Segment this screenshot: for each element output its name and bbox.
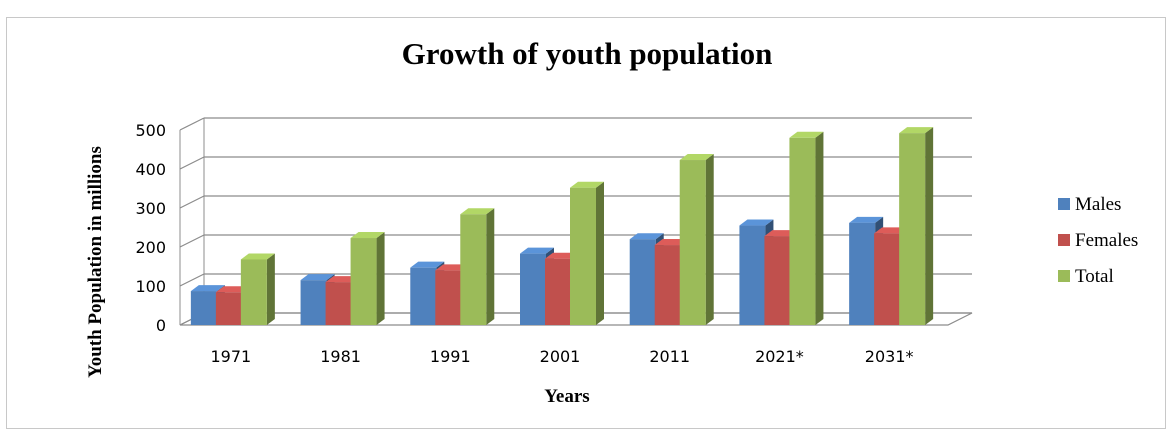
- bar-top: [789, 131, 824, 138]
- bar-front: [679, 160, 706, 325]
- bar-front: [899, 133, 926, 325]
- bar-side: [815, 131, 824, 325]
- bar-total-1991: [460, 208, 495, 325]
- legend-swatch: [1058, 198, 1070, 210]
- bar-front: [300, 280, 327, 325]
- bar-total-1981: [350, 232, 385, 325]
- y-tick-label: 300: [135, 199, 166, 218]
- bar-top: [570, 181, 604, 188]
- y-tick-label: 100: [135, 277, 166, 296]
- bar-side: [376, 232, 385, 325]
- bar-top: [520, 247, 554, 254]
- bar-front: [874, 233, 901, 325]
- bar-top: [460, 208, 495, 215]
- bar-front: [190, 291, 217, 325]
- bar-front: [435, 270, 462, 325]
- legend-item-males: Males: [1058, 194, 1121, 215]
- bar-front: [849, 222, 876, 325]
- y-axis-title: Youth Population in millions: [85, 146, 106, 378]
- y-axis-ticks: 0 100 200 300 400 500: [135, 121, 166, 335]
- bar-front: [520, 253, 546, 325]
- gridline-side: [179, 195, 205, 209]
- y-tick-label: 200: [135, 238, 166, 257]
- bar-top: [190, 285, 225, 292]
- x-tick-label: 2031*: [865, 347, 914, 366]
- bar-side: [705, 154, 714, 325]
- legend-swatch: [1058, 270, 1070, 282]
- bar-front: [764, 236, 791, 325]
- legend-item-total: Total: [1058, 266, 1114, 287]
- bar-total-2021p: [789, 131, 824, 325]
- bar-front: [570, 187, 596, 325]
- y-tick-label: 500: [135, 121, 166, 140]
- legend-label: Males: [1075, 194, 1121, 215]
- x-tick-label: 1971: [210, 347, 251, 366]
- bar-front: [215, 292, 242, 325]
- bar-front: [410, 267, 437, 325]
- x-axis-ticks: 1971 1981 1991 2001 2011 2021* 2031*: [210, 347, 913, 366]
- x-tick-label: 2001: [540, 347, 581, 366]
- bar-top: [899, 127, 934, 134]
- bar-front: [325, 282, 352, 325]
- bar-total-1971: [240, 253, 275, 325]
- bar-front: [545, 258, 571, 325]
- bar-top: [739, 219, 774, 226]
- y-tick-label: 400: [135, 160, 166, 179]
- bar-top: [240, 253, 275, 260]
- bar-side: [596, 181, 604, 325]
- bar-top: [629, 233, 664, 240]
- bar-side: [925, 127, 934, 326]
- bar-total-2011: [679, 154, 714, 325]
- bar-front: [240, 259, 267, 325]
- legend-label: Females: [1075, 230, 1138, 251]
- bar-total-2031p: [899, 127, 934, 326]
- legend-label: Total: [1075, 266, 1114, 287]
- bar-side: [486, 208, 495, 325]
- bar-front: [350, 238, 377, 325]
- x-tick-label: 2021*: [755, 347, 804, 366]
- bar-front: [739, 225, 766, 325]
- x-tick-label: 2011: [649, 347, 690, 366]
- bar-top: [350, 232, 385, 239]
- bar-front: [789, 137, 816, 325]
- bars: [190, 127, 934, 326]
- bar-top: [300, 274, 335, 281]
- gridline-side: [179, 234, 205, 248]
- gridline-side: [179, 273, 205, 287]
- y-tick-label: 0: [156, 316, 166, 335]
- chart-title: Growth of youth population: [401, 36, 773, 71]
- bar-total-2001: [570, 181, 604, 325]
- legend-item-females: Females: [1058, 230, 1138, 251]
- x-tick-label: 1981: [320, 347, 361, 366]
- legend-swatch: [1058, 234, 1070, 246]
- bar-front: [460, 214, 487, 325]
- x-axis-title: Years: [544, 386, 589, 407]
- bar-top: [679, 154, 714, 161]
- bar-front: [629, 239, 656, 325]
- bar-side: [266, 253, 275, 325]
- gridline-side: [179, 117, 205, 131]
- legend: Males Females Total: [1058, 194, 1138, 287]
- gridline-side: [179, 156, 205, 170]
- bar-top: [849, 216, 884, 223]
- bar-top: [410, 261, 445, 268]
- bar-front: [654, 245, 681, 325]
- x-tick-label: 1991: [430, 347, 471, 366]
